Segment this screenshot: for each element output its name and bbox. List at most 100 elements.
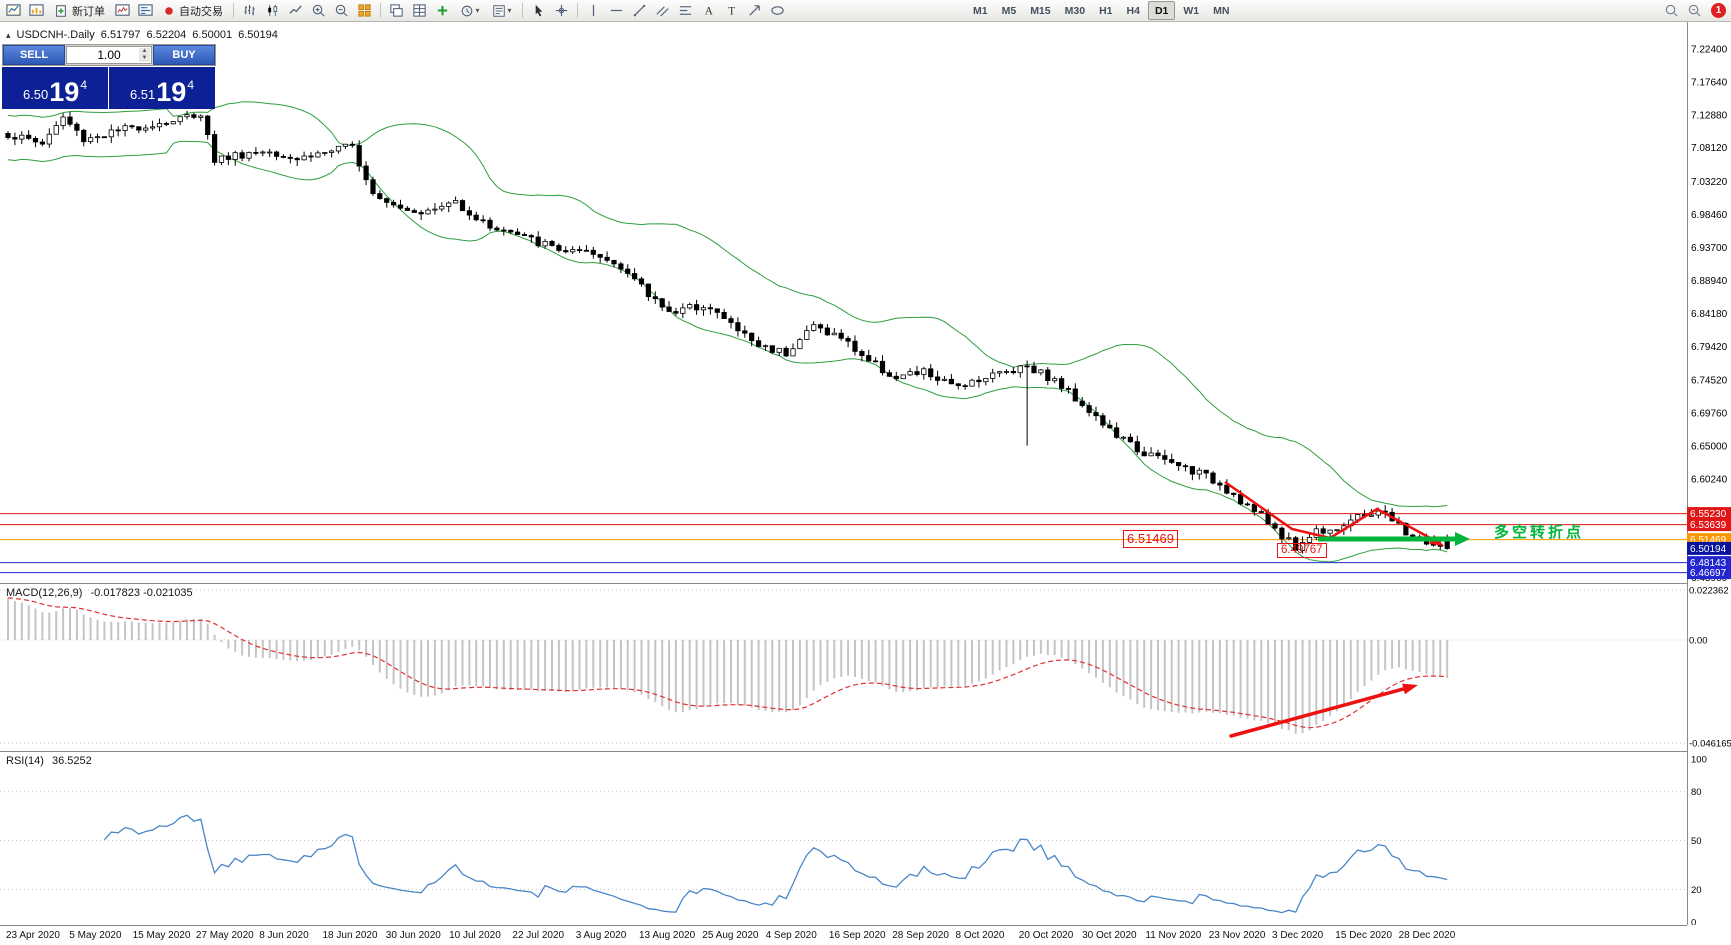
support-level-annotation[interactable]: 6.51469 [1123,530,1178,548]
svg-text:6.65000: 6.65000 [1691,442,1728,453]
trade-panel-prices: 6.50 19 4 6.51 19 4 [2,67,216,109]
chevron-down-icon: ▾ [475,6,480,15]
open-value: 6.51797 [100,29,141,41]
sell-button[interactable]: SELL [3,45,65,65]
stepper-up-icon[interactable]: ▲ [141,48,148,55]
search-icon[interactable] [1661,1,1682,20]
add-indicator-icon[interactable] [432,1,453,20]
time-axis[interactable]: 23 Apr 2020 5 May 2020 15 May 2020 27 May 2… [0,925,1687,945]
svg-text:80: 80 [1691,787,1702,798]
svg-text:6.84180: 6.84180 [1691,309,1728,320]
timeframe-d1[interactable]: D1 [1147,1,1176,20]
svg-text:50: 50 [1691,836,1702,847]
channel-tool-icon[interactable] [652,1,673,20]
svg-text:20: 20 [1691,885,1702,896]
date-label: 15 Dec 2020 [1335,930,1393,941]
shapes-tool-icon[interactable] [767,1,788,20]
rsi-indicator-canvas[interactable]: 100 80 50 20 0 [0,751,1731,925]
timeframe-m1[interactable]: M1 [973,4,988,17]
svg-text:7.17640: 7.17640 [1691,77,1728,88]
toolbar-right-group: 1 [1660,1,1726,20]
macd-indicator-canvas[interactable]: 0.022362 0.00 -0.046165 [0,583,1731,751]
search-symbol-icon[interactable] [1684,1,1705,20]
svg-text:6.69760: 6.69760 [1691,409,1728,420]
timeframe-mn[interactable]: MN [1213,4,1230,17]
volume-input[interactable]: 1.00 ▲ ▼ [66,46,152,64]
notification-badge[interactable]: 1 [1711,3,1726,18]
sell-price-main: 6.50 [22,87,49,102]
buy-price-point: 4 [187,78,195,92]
arrow-tool-icon[interactable] [744,1,765,20]
trade-panel-toggle-icon[interactable]: ▴ [6,29,11,40]
trendline-tool-icon[interactable] [629,1,650,20]
cursor-icon[interactable] [528,1,549,20]
label-tool-icon[interactable]: T [721,1,742,20]
date-label: 23 Nov 2020 [1208,930,1266,941]
svg-text:7.08120: 7.08120 [1691,143,1728,154]
svg-text:7.22400: 7.22400 [1691,44,1728,55]
timeframe-m5[interactable]: M5 [1001,4,1017,17]
svg-text:6.48143: 6.48143 [1690,558,1727,569]
macd-name: MACD(12,26,9) [6,587,83,599]
data-window-icon[interactable] [409,1,430,20]
new-order-button[interactable]: 新订单 [48,1,111,20]
svg-text:0: 0 [1691,918,1696,926]
vertical-line-tool-icon[interactable] [583,1,604,20]
timeframe-w1[interactable]: W1 [1183,4,1200,17]
buy-button[interactable]: BUY [153,45,215,65]
sell-price-point: 4 [80,78,88,92]
timeframe-h4[interactable]: H4 [1126,4,1140,17]
period-dropdown-icon[interactable]: ▾ [455,1,485,20]
svg-text:6.60240: 6.60240 [1691,474,1728,485]
fibonacci-tool-icon[interactable] [675,1,696,20]
date-label: 5 May 2020 [69,930,122,941]
chart-window-icon[interactable] [3,1,24,20]
template-icon[interactable]: ▾ [487,1,517,20]
date-label: 28 Dec 2020 [1398,930,1456,941]
profiles-icon[interactable] [26,1,47,20]
timeframe-m15[interactable]: M15 [1030,4,1051,17]
date-label: 11 Nov 2020 [1145,930,1202,941]
date-label: 13 Aug 2020 [639,930,696,941]
buy-price-pips: 19 [156,77,187,108]
stepper-down-icon[interactable]: ▼ [141,55,148,61]
horizontal-line-tool-icon[interactable] [606,1,627,20]
macd-values: -0.017823 -0.021035 [90,587,193,599]
autotrade-button[interactable]: 自动交易 [157,1,229,20]
buy-price-main: 6.51 [129,87,156,102]
date-label: 22 Jul 2020 [512,930,565,941]
svg-text:-0.046165: -0.046165 [1689,739,1731,750]
volume-stepper[interactable]: ▲ ▼ [139,48,150,62]
sell-price-pips: 19 [49,77,80,108]
crosshair-icon[interactable] [551,1,572,20]
line-chart-icon[interactable] [285,1,306,20]
date-label: 18 Jun 2020 [322,930,378,941]
timeframe-m30[interactable]: M30 [1064,4,1086,17]
sell-price-display[interactable]: 6.50 19 4 [2,67,108,109]
price-chart-canvas[interactable]: 7.22400 7.17640 7.12880 7.08120 7.03220 6.984… [0,22,1731,583]
chart-ohlc-info: ▴ USDCNH-.Daily 6.51797 6.52204 6.50001 … [6,29,278,41]
text-tool-icon[interactable]: A [698,1,719,20]
svg-text:T: T [728,5,735,17]
svg-text:7.12880: 7.12880 [1691,110,1728,121]
tick-chart-icon[interactable] [112,1,133,20]
cascade-windows-icon[interactable] [386,1,407,20]
market-depth-icon[interactable] [135,1,156,20]
bar-chart-icon[interactable] [239,1,260,20]
svg-text:6.98460: 6.98460 [1691,210,1728,221]
date-label: 27 May 2020 [195,930,254,941]
zoom-in-icon[interactable] [308,1,329,20]
turning-point-label[interactable]: 多空转折点 [1494,524,1585,541]
zoom-out-icon[interactable] [331,1,352,20]
buy-price-display[interactable]: 6.51 19 4 [109,67,215,109]
date-label: 8 Jun 2020 [259,930,309,941]
candlestick-chart-icon[interactable] [262,1,283,20]
one-click-trade-panel: SELL 1.00 ▲ ▼ BUY 6.50 19 4 6.51 19 4 [2,44,216,109]
toolbar-separator [577,3,578,18]
date-label: 16 Sep 2020 [828,930,886,941]
svg-text:6.93700: 6.93700 [1691,243,1728,254]
tile-windows-icon[interactable] [354,1,375,20]
svg-text:6.88940: 6.88940 [1691,276,1728,287]
timeframe-h1[interactable]: H1 [1099,4,1113,17]
swing-low-annotation[interactable]: 6.49767 [1277,543,1327,558]
